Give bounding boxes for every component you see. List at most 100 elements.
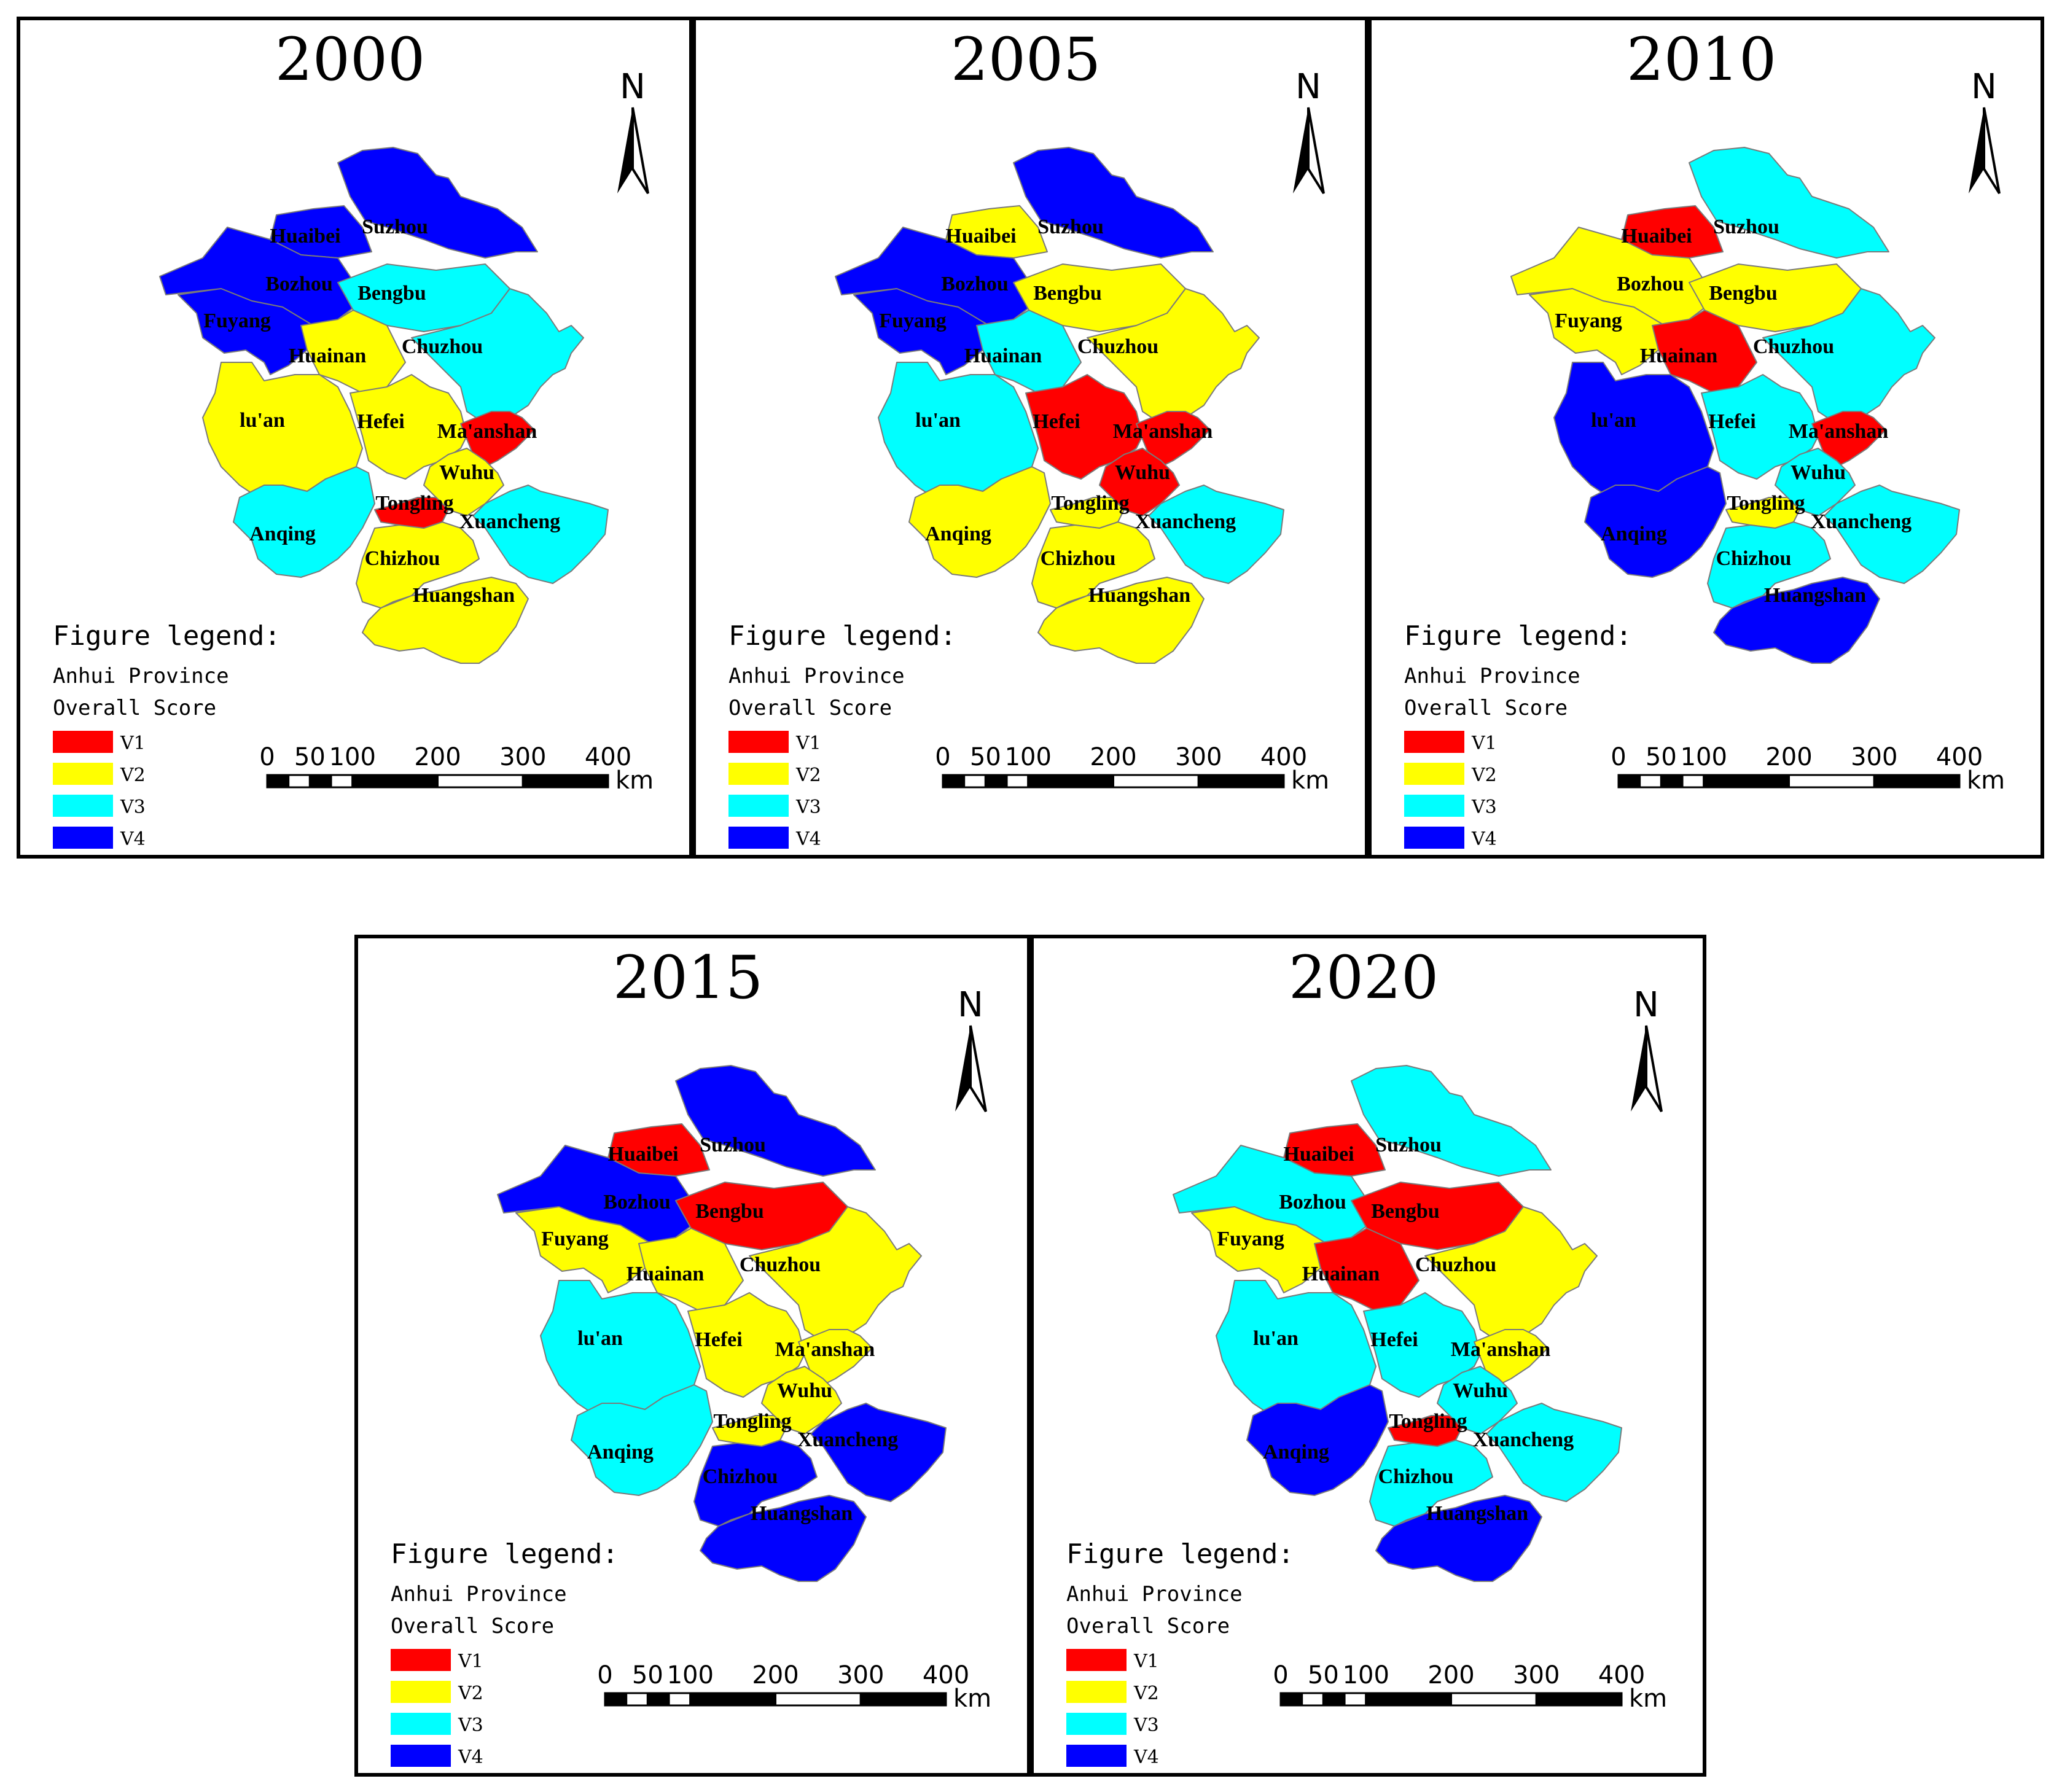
city-label-fuyang: Fuyang xyxy=(1217,1228,1284,1250)
region-hefei xyxy=(1363,1292,1481,1398)
legend-region: Anhui Province xyxy=(391,1582,567,1607)
region-tongling xyxy=(1388,1415,1463,1447)
scale-unit: km xyxy=(615,766,654,795)
city-label-bozhou: Bozhou xyxy=(603,1191,671,1213)
city-label-tongling: Tongling xyxy=(1051,492,1129,515)
city-label-fuyang: Fuyang xyxy=(879,310,947,332)
north-arrow-icon xyxy=(617,107,649,195)
city-label-suzhou: Suzhou xyxy=(1375,1134,1442,1156)
region-hefei xyxy=(350,374,467,480)
city-label-chuzhou: Chuzhou xyxy=(1753,335,1834,358)
province-map: Huaibei Suzhou Bozhou Bengbu Fuyang Huainan Ch… xyxy=(159,147,609,664)
legend-region: Anhui Province xyxy=(1066,1582,1243,1607)
region-chuzhou xyxy=(749,1206,922,1342)
legend-swatch-v1 xyxy=(391,1649,451,1671)
region-fuyang xyxy=(853,288,990,375)
legend-label-v2: V2 xyxy=(795,765,821,786)
region-chizhou xyxy=(1707,521,1831,609)
north-arrow-icon xyxy=(1969,107,2001,195)
region-tongling xyxy=(1725,497,1800,529)
legend-metric: Overall Score xyxy=(728,696,892,720)
north-label: N xyxy=(1633,985,1659,1025)
region-chuzhou xyxy=(1087,288,1260,424)
scale-tick-label: 50 xyxy=(632,1661,663,1689)
city-label-fuyang: Fuyang xyxy=(203,310,271,332)
city-label-chizhou: Chizhou xyxy=(703,1465,778,1488)
city-label-bozhou: Bozhou xyxy=(1617,273,1684,295)
scale-tick-label: 200 xyxy=(1427,1661,1474,1689)
scale-tick-label: 200 xyxy=(1765,743,1812,771)
scale-tick-label: 400 xyxy=(1936,743,1983,771)
legend-title: Figure legend: xyxy=(391,1538,619,1570)
scale-tick-label: 300 xyxy=(499,743,546,771)
region-wuhu xyxy=(1437,1366,1518,1435)
scale-unit: km xyxy=(1629,1685,1667,1713)
region-huangshan xyxy=(362,577,529,664)
scale-tick-label: 0 xyxy=(1273,1661,1288,1689)
region-xuancheng xyxy=(810,1403,947,1502)
region-tongling xyxy=(1050,497,1125,529)
legend-label-v1: V1 xyxy=(1133,1651,1159,1672)
city-label-hefei: Hefei xyxy=(1370,1328,1418,1351)
legend-label-v2: V2 xyxy=(120,765,146,786)
legend-label-v4: V4 xyxy=(1471,828,1497,850)
city-label-wuhu: Wuhu xyxy=(1453,1379,1508,1402)
city-label-bengbu: Bengbu xyxy=(1709,282,1778,305)
city-label-bengbu: Bengbu xyxy=(1371,1200,1440,1223)
legend-title: Figure legend: xyxy=(53,620,281,652)
region-fuyang xyxy=(515,1206,652,1293)
region-anqing xyxy=(571,1384,713,1496)
legend-swatch-v1 xyxy=(1404,731,1464,753)
legend-region: Anhui Province xyxy=(53,664,229,688)
city-label-xuancheng: Xuancheng xyxy=(1135,510,1236,533)
legend-metric: Overall Score xyxy=(1066,1614,1230,1638)
legend-region: Anhui Province xyxy=(728,664,905,688)
city-label-huangshan: Huangshan xyxy=(1088,584,1190,607)
region-suzhou xyxy=(337,147,538,259)
legend-label-v2: V2 xyxy=(1471,765,1497,786)
legend-swatch-v4 xyxy=(728,827,789,849)
city-label-wuhu: Wuhu xyxy=(1115,461,1170,484)
city-label-hefei: Hefei xyxy=(357,410,404,433)
scale-tick-label: 0 xyxy=(259,743,275,771)
city-label-xuancheng: Xuancheng xyxy=(1811,510,1912,533)
city-label-bozhou: Bozhou xyxy=(265,273,333,295)
region-huangshan xyxy=(1037,577,1205,664)
scale-tick-label: 100 xyxy=(1005,743,1052,771)
region-wuhu xyxy=(1775,448,1856,516)
city-label-suzhou: Suzhou xyxy=(362,216,428,238)
city-label-tongling: Tongling xyxy=(1389,1410,1467,1433)
city-label-bengbu: Bengbu xyxy=(357,282,426,305)
city-label-chizhou: Chizhou xyxy=(1041,547,1116,570)
city-label-tongling: Tongling xyxy=(375,492,453,515)
city-label-huaibei: Huaibei xyxy=(1283,1143,1354,1166)
region-wuhu xyxy=(423,448,504,516)
city-label-anqing: Anqing xyxy=(925,523,991,545)
city-label-hefei: Hefei xyxy=(1708,410,1755,433)
city-label-huaibei: Huaibei xyxy=(945,225,1016,247)
scale-tick-label: 50 xyxy=(970,743,1001,771)
region-huangshan xyxy=(1713,577,1880,664)
scale-tick-label: 50 xyxy=(1308,1661,1339,1689)
city-label-bengbu: Bengbu xyxy=(1033,282,1102,305)
city-label-huangshan: Huangshan xyxy=(1764,584,1866,607)
scale-tick-label: 0 xyxy=(597,1661,612,1689)
city-label-anqing: Anqing xyxy=(1263,1441,1329,1463)
scale-tick-label: 50 xyxy=(1646,743,1677,771)
scale-tick-label: 100 xyxy=(1681,743,1727,771)
legend-region: Anhui Province xyxy=(1404,664,1580,688)
city-label-suzhou: Suzhou xyxy=(1037,216,1104,238)
scale-tick-label: 400 xyxy=(923,1661,969,1689)
north-label: N xyxy=(1295,67,1321,107)
legend-label-v2: V2 xyxy=(1133,1683,1159,1704)
legend-metric: Overall Score xyxy=(53,696,216,720)
legend-swatch-v3 xyxy=(1404,795,1464,817)
city-label-chuzhou: Chuzhou xyxy=(1415,1253,1496,1276)
region-chuzhou xyxy=(411,288,584,424)
scale-unit: km xyxy=(1291,766,1329,795)
scale-unit: km xyxy=(953,1685,991,1713)
region-wuhu xyxy=(761,1366,842,1435)
city-label-huainan: Huainan xyxy=(1640,345,1718,367)
